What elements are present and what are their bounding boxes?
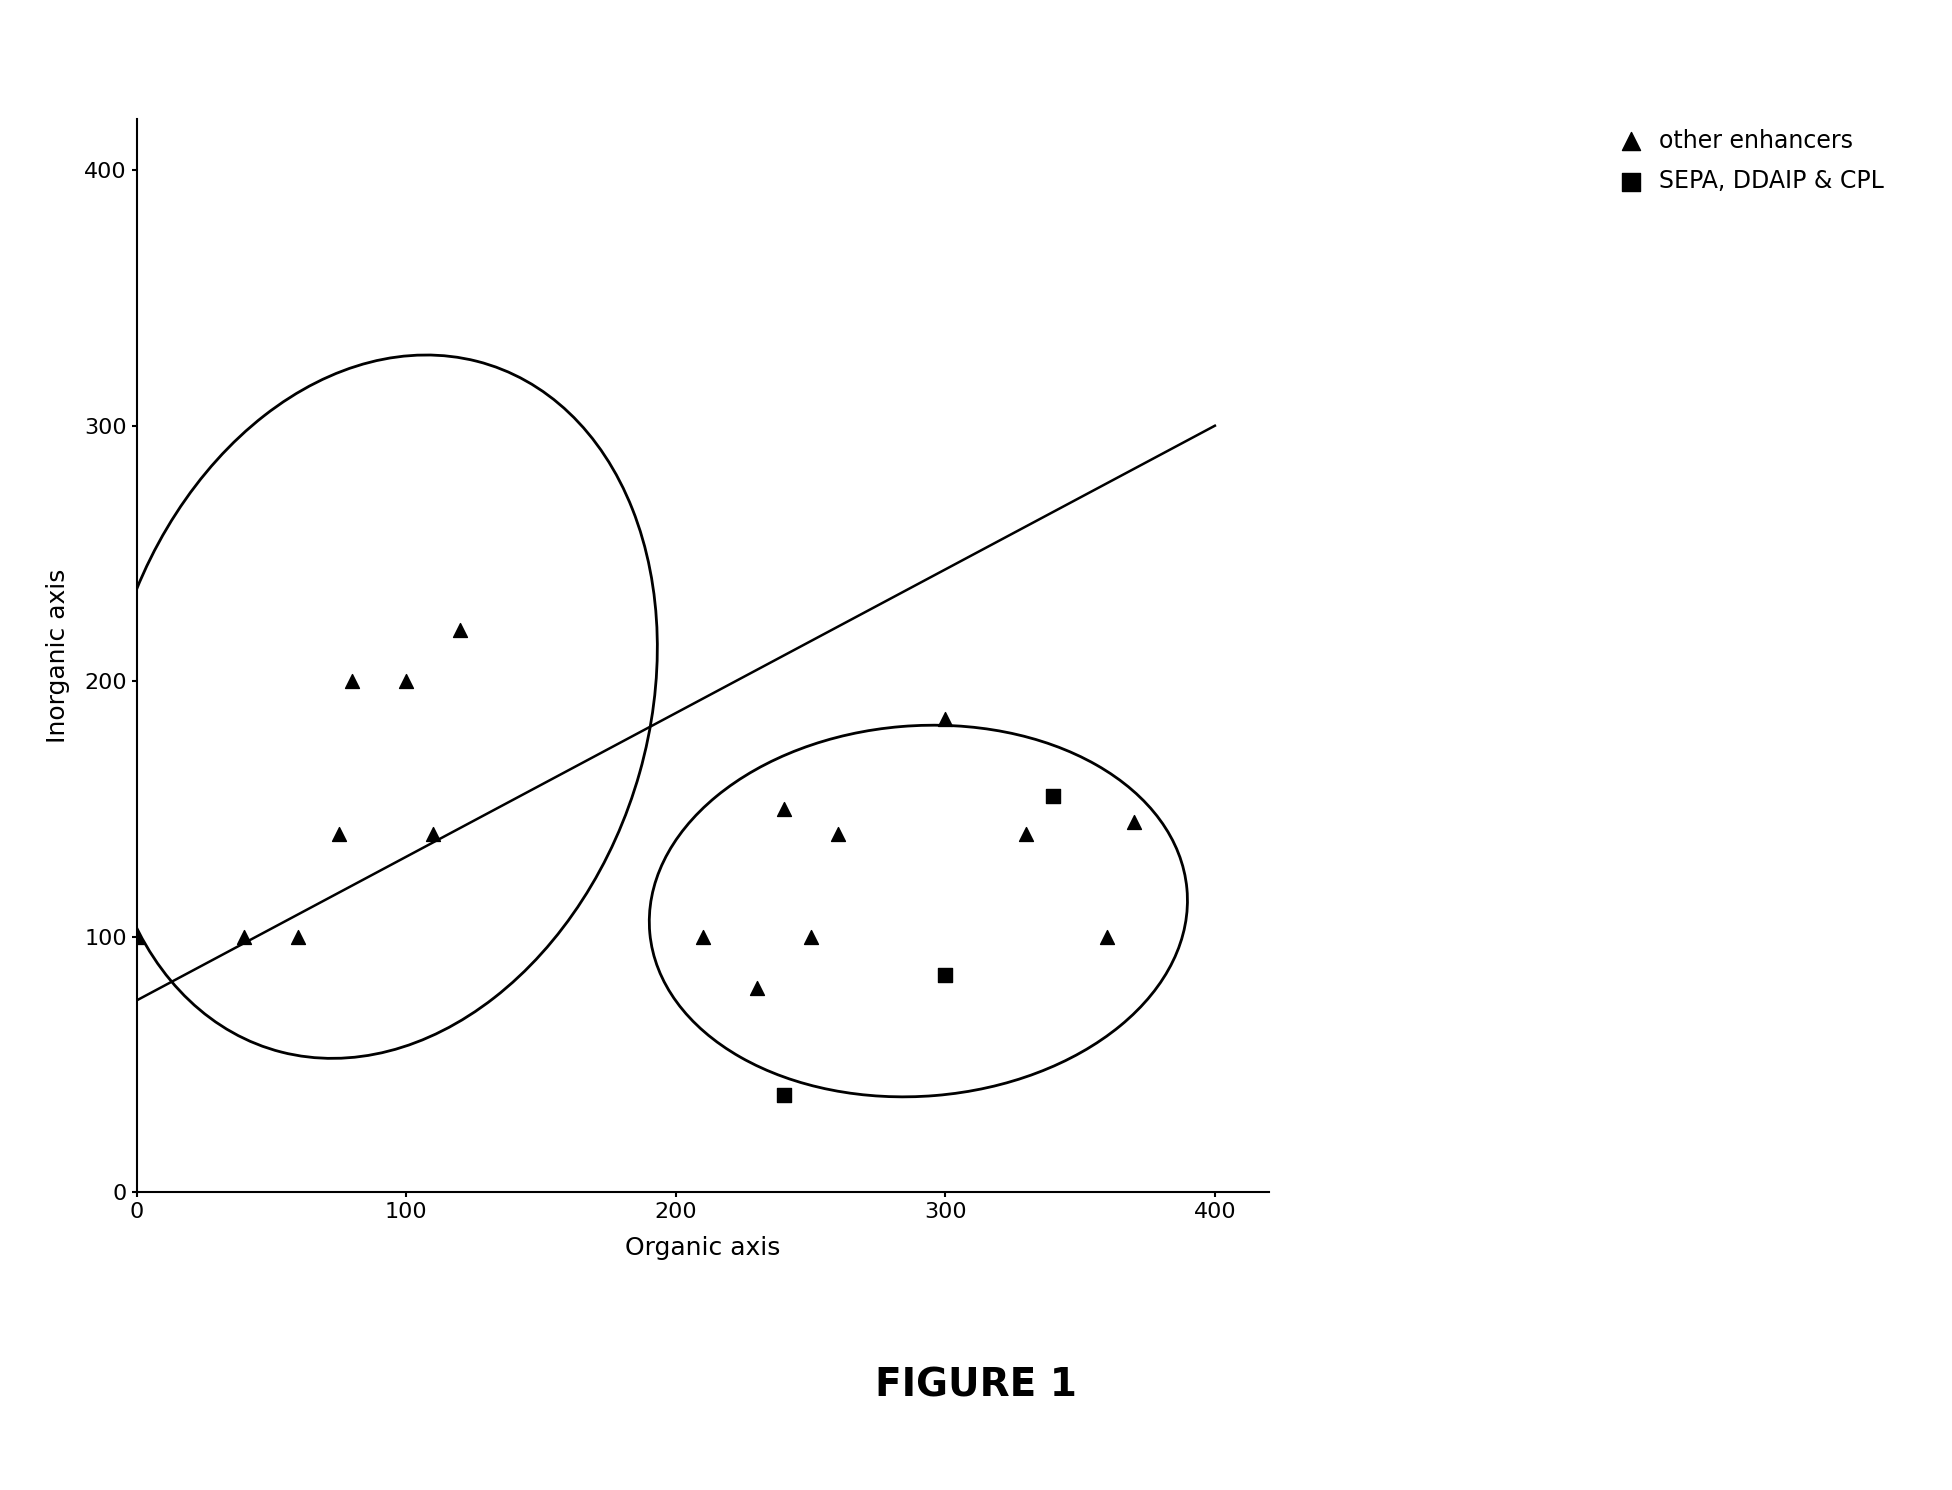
Point: [445, 618, 476, 642]
Point: [324, 822, 355, 846]
Point: [767, 797, 798, 821]
Point: [228, 925, 260, 949]
Point: [822, 822, 853, 846]
Point: [418, 822, 449, 846]
Text: FIGURE 1: FIGURE 1: [874, 1366, 1078, 1405]
Point: [1118, 809, 1150, 833]
Point: [390, 669, 422, 693]
Point: [767, 1083, 798, 1107]
Point: [1011, 822, 1042, 846]
X-axis label: Organic axis: Organic axis: [625, 1235, 781, 1259]
Point: [1091, 925, 1122, 949]
Point: [929, 963, 960, 986]
Point: [929, 708, 960, 732]
Point: [121, 925, 152, 949]
Point: [1038, 784, 1070, 808]
Point: [794, 925, 826, 949]
Legend: other enhancers, SEPA, DDAIP & CPL: other enhancers, SEPA, DDAIP & CPL: [1610, 119, 1893, 203]
Y-axis label: Inorganic axis: Inorganic axis: [47, 568, 70, 744]
Point: [283, 925, 314, 949]
Point: [742, 976, 773, 1000]
Point: [687, 925, 718, 949]
Point: [336, 669, 367, 693]
